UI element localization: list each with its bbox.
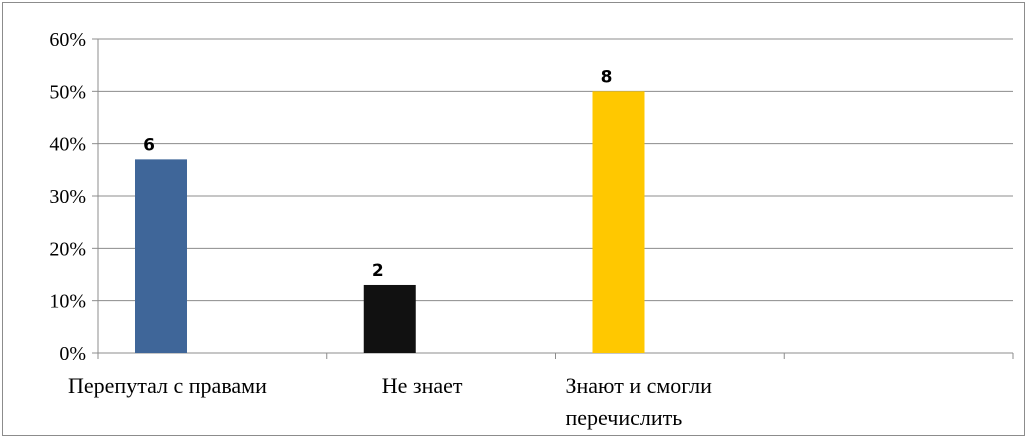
y-tick-label: 30% xyxy=(49,186,86,208)
y-tick-label: 60% xyxy=(49,29,86,51)
bar xyxy=(592,91,645,353)
y-tick-label: 10% xyxy=(49,291,86,313)
data-label: 8 xyxy=(601,67,613,87)
x-category-label: перечислить xyxy=(566,405,683,430)
x-category-label: Знают и смогли xyxy=(566,373,713,398)
x-category-label: Не знает xyxy=(382,373,463,398)
data-label: 2 xyxy=(372,261,384,281)
y-tick-label: 20% xyxy=(49,238,86,260)
bar xyxy=(363,284,416,353)
x-category-label: Перепутал с правами xyxy=(68,373,267,398)
y-tick-label: 40% xyxy=(49,134,86,156)
bar xyxy=(135,159,187,353)
y-tick-label: 0% xyxy=(59,343,86,365)
data-label: 6 xyxy=(143,135,155,155)
y-tick-label: 50% xyxy=(49,81,86,103)
